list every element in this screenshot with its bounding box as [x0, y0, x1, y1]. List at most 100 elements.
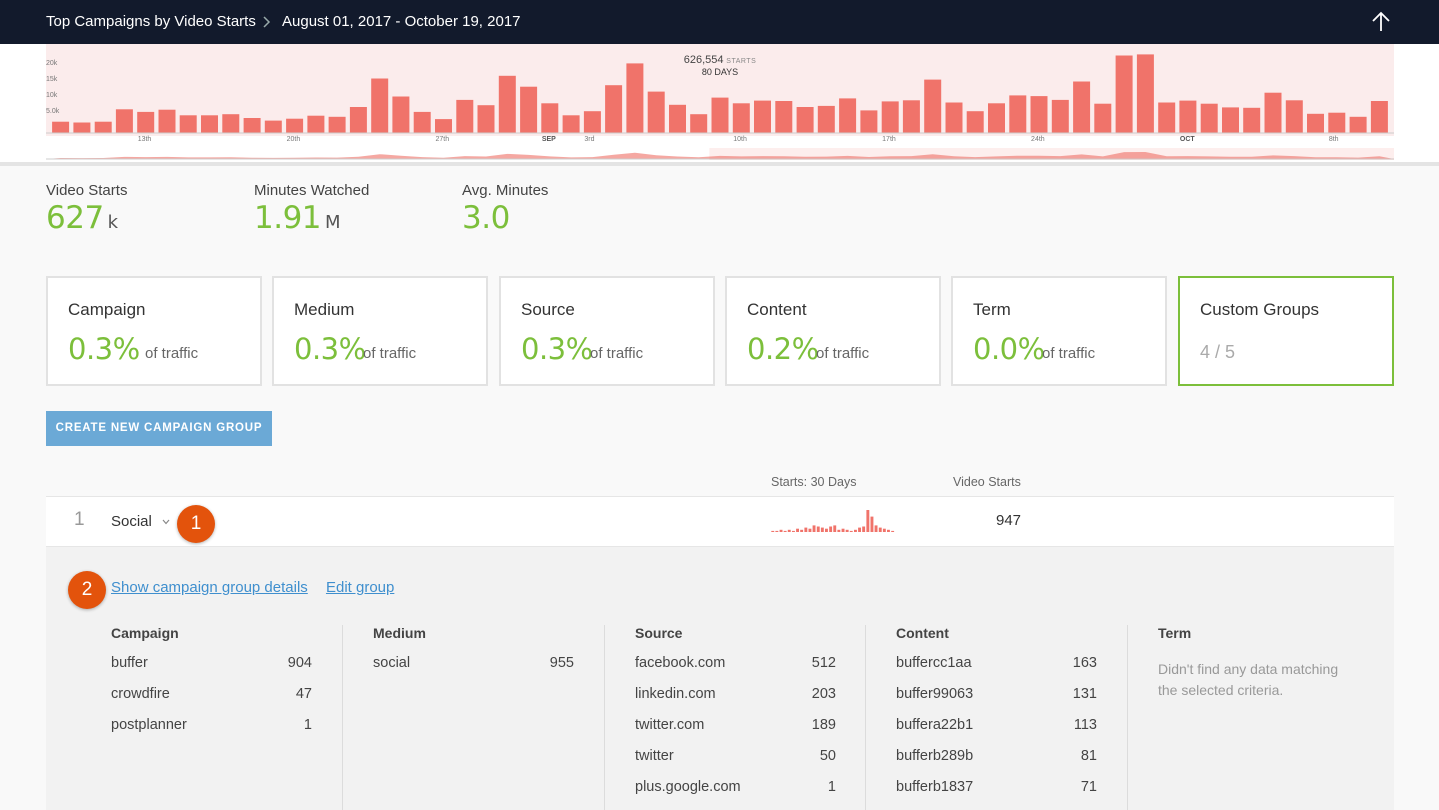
chart-bar[interactable] [1370, 101, 1388, 133]
chart-bar[interactable] [222, 114, 240, 133]
divider [46, 546, 1394, 547]
chart-bar[interactable] [158, 109, 176, 133]
card-content[interactable]: Content 0.2% of traffic [725, 276, 941, 386]
metric-value: 1.91 M [254, 200, 341, 236]
table-row[interactable]: 1 Social 947 [46, 497, 1394, 547]
sparkline-bar [783, 530, 787, 532]
chart-bar[interactable] [1349, 116, 1367, 133]
chart-bar[interactable] [902, 100, 920, 133]
chart-bar[interactable] [371, 78, 389, 134]
y-tick-label: 20k [46, 60, 58, 67]
chart-bar[interactable] [1328, 112, 1346, 133]
chart-bar[interactable] [456, 99, 474, 133]
chart-bar[interactable] [94, 121, 112, 133]
sparkline-bar [870, 516, 874, 532]
chart-bar[interactable] [392, 96, 410, 134]
chart-bar[interactable] [817, 105, 835, 133]
chart-bar[interactable] [413, 111, 431, 133]
chart-bar[interactable] [754, 100, 771, 133]
chart-bar[interactable] [669, 104, 686, 133]
chart-bar[interactable] [1243, 107, 1261, 133]
column-title: Content [896, 625, 949, 641]
chart-bar[interactable] [520, 86, 538, 133]
chart-bar[interactable] [1158, 102, 1176, 134]
chart-bar[interactable] [1200, 103, 1218, 133]
date-range[interactable]: August 01, 2017 - October 19, 2017 [282, 13, 521, 30]
chart-bar[interactable] [690, 114, 708, 133]
chart-bar[interactable] [349, 107, 367, 133]
create-campaign-group-button[interactable]: CREATE NEW CAMPAIGN GROUP [46, 411, 272, 446]
chart-bar[interactable] [945, 102, 963, 134]
sparkline-bar [829, 526, 833, 532]
chart-bar[interactable] [881, 101, 899, 133]
show-details-link[interactable]: Show campaign group details [111, 579, 308, 596]
chart-bar[interactable] [1009, 95, 1027, 133]
arrow-up-icon[interactable] [1370, 10, 1392, 34]
card-campaign[interactable]: Campaign 0.3% of traffic [46, 276, 262, 386]
chart-bar[interactable] [711, 97, 729, 133]
chart-bar[interactable] [988, 103, 1005, 133]
chart-bar[interactable] [498, 75, 516, 133]
chart-bar[interactable] [435, 119, 452, 133]
chart-bar[interactable] [1051, 99, 1069, 133]
report-title[interactable]: Top Campaigns by Video Starts [46, 13, 256, 30]
chart-bar[interactable] [243, 118, 261, 133]
sparkline-bar [862, 526, 866, 532]
chart-bar[interactable] [966, 111, 984, 133]
row-name[interactable]: Social [111, 513, 152, 530]
empty-state-message: Didn't find any data matching the select… [1158, 661, 1339, 698]
list-item: bufferb289b 81 [896, 748, 1097, 764]
chart-bar[interactable] [286, 118, 304, 133]
chart-bar[interactable] [179, 115, 197, 133]
chart-bar[interactable] [562, 115, 580, 133]
chart-bar[interactable] [1264, 92, 1282, 133]
metric-label: Minutes Watched [254, 182, 370, 199]
card-title: Medium [294, 300, 355, 319]
chart-bar[interactable] [52, 121, 70, 133]
chart-bar[interactable] [264, 120, 282, 133]
card-custom-groups[interactable]: Custom Groups 4 / 5 [1178, 276, 1394, 386]
chart-bar[interactable] [307, 115, 325, 133]
brush-selection [709, 148, 1394, 160]
card-term[interactable]: Term 0.0% of traffic [951, 276, 1167, 386]
x-tick-label: SEP [541, 136, 556, 143]
chart-bar[interactable] [1073, 81, 1091, 134]
chart-bar[interactable] [839, 98, 857, 133]
list-item: buffercc1aa 163 [896, 655, 1097, 671]
chevron-down-icon[interactable] [161, 517, 171, 527]
chart-bar[interactable] [201, 115, 218, 133]
chart-bar[interactable] [775, 101, 793, 133]
chart-bar[interactable] [1222, 107, 1239, 133]
chart-bar[interactable] [1136, 54, 1154, 133]
range-brush[interactable] [46, 148, 1394, 160]
chart-bar[interactable] [1285, 100, 1303, 133]
card-suffix: of traffic [1042, 345, 1096, 362]
chart-bar[interactable] [541, 103, 559, 133]
chart-bar[interactable] [796, 107, 814, 133]
chart-bar[interactable] [860, 110, 878, 133]
column-header-starts-30-days[interactable]: Starts: 30 Days [771, 475, 857, 489]
chart-bar[interactable] [1094, 103, 1112, 133]
column-header-video-starts[interactable]: Video Starts [953, 475, 1021, 489]
card-suffix: of traffic [363, 345, 417, 362]
chart-bar[interactable] [924, 79, 942, 133]
campaign-group-details: Show campaign group details Edit group C… [46, 547, 1394, 810]
chart-bar[interactable] [477, 105, 495, 133]
chart-bar[interactable] [732, 103, 750, 133]
edit-group-link[interactable]: Edit group [325, 579, 395, 596]
chart-bar[interactable] [73, 122, 91, 134]
chart-bar[interactable] [1179, 100, 1197, 133]
chart-bar[interactable] [1115, 55, 1133, 134]
card-source[interactable]: Source 0.3% of traffic [499, 276, 715, 386]
chart-bar[interactable] [1030, 96, 1048, 133]
chart-bar[interactable] [605, 85, 623, 133]
chart-bar[interactable] [137, 111, 155, 133]
chart-bar[interactable] [583, 111, 601, 133]
card-medium[interactable]: Medium 0.3% of traffic [272, 276, 488, 386]
chart-bar[interactable] [115, 109, 133, 133]
chart-bar[interactable] [1307, 113, 1324, 133]
chart-bar[interactable] [647, 91, 665, 133]
sparkline-bar [866, 510, 870, 532]
chart-bar[interactable] [626, 63, 644, 133]
chart-bar[interactable] [328, 116, 346, 133]
